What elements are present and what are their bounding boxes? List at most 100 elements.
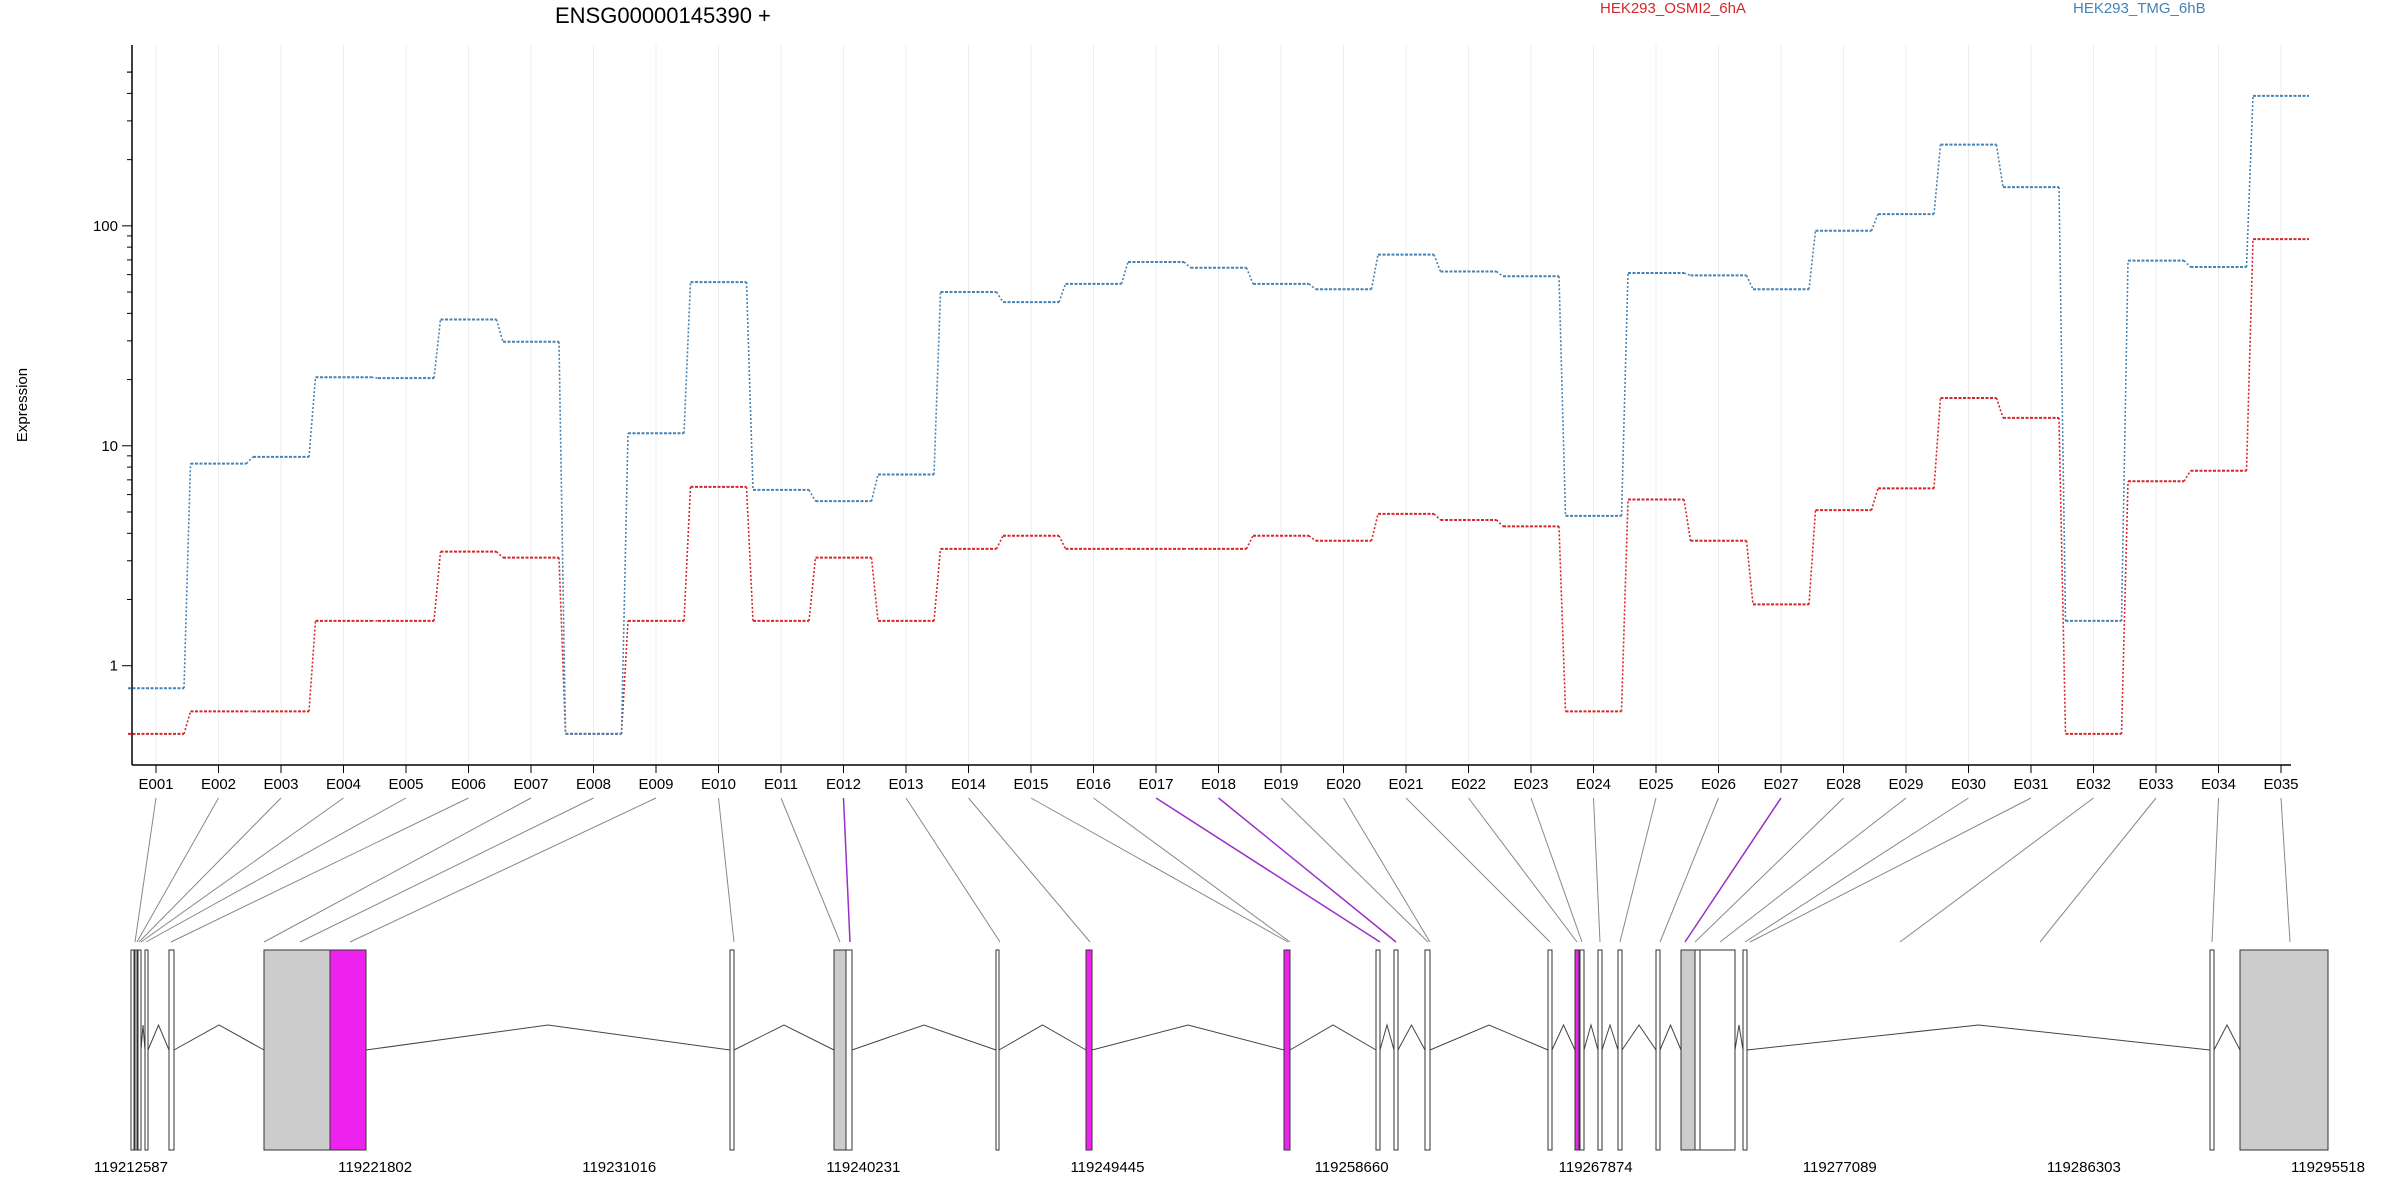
exon-connector-E029 bbox=[1719, 797, 1907, 943]
intron-line bbox=[140, 1024, 146, 1051]
intron-line bbox=[1289, 1024, 1377, 1051]
intron-line bbox=[733, 1024, 835, 1051]
coordinate-tick-label: 119277089 bbox=[1803, 1159, 1877, 1176]
x-tick-label-E011: E011 bbox=[764, 776, 798, 793]
x-tick-label-E028: E028 bbox=[1826, 776, 1861, 793]
exon-connector-E012 bbox=[842, 797, 851, 943]
y-tick-label: 100 bbox=[93, 218, 118, 235]
exon-block bbox=[1579, 949, 1585, 1151]
exon-block bbox=[329, 949, 367, 1151]
connector-segment bbox=[1683, 499, 1692, 541]
connector-segment bbox=[2245, 95, 2254, 268]
exon-connector-E026 bbox=[1659, 797, 1719, 943]
exon-connector-E013 bbox=[905, 797, 1001, 943]
exon-block bbox=[130, 949, 135, 1151]
connector-segment bbox=[558, 341, 567, 734]
connector-segment bbox=[371, 376, 379, 379]
exon-block bbox=[144, 949, 149, 1151]
connector-segment bbox=[1558, 276, 1567, 516]
x-tick-label-E010: E010 bbox=[701, 776, 736, 793]
exon-block bbox=[2209, 949, 2215, 1151]
intron-line bbox=[998, 1024, 1087, 1051]
coordinate-tick-label: 119221802 bbox=[338, 1159, 412, 1176]
legend-entry-series-1: HEK293_OSMI2_6hA bbox=[1600, 0, 1746, 17]
connector-segment bbox=[558, 557, 567, 734]
exon-connector-E019 bbox=[1280, 797, 1429, 943]
connector-segment bbox=[1433, 513, 1442, 521]
intron-line bbox=[2213, 1023, 2241, 1051]
connector-segment bbox=[808, 489, 817, 502]
coordinate-tick-label: 119240231 bbox=[826, 1159, 900, 1176]
intron-line bbox=[1429, 1024, 1549, 1051]
x-tick-label-E019: E019 bbox=[1263, 776, 1298, 793]
series-2 bbox=[128, 94, 2309, 735]
connector-segment bbox=[308, 620, 317, 712]
connector-segment bbox=[933, 548, 942, 621]
exon-connector-E021 bbox=[1405, 797, 1551, 943]
y-tick-label: 10 bbox=[101, 438, 118, 455]
connector-segment bbox=[433, 551, 442, 621]
connector-segment bbox=[1183, 261, 1192, 269]
exon-block bbox=[833, 949, 847, 1151]
exon-connector-E027 bbox=[1684, 797, 1782, 943]
x-tick-label-E003: E003 bbox=[263, 776, 298, 793]
x-tick-label-E006: E006 bbox=[451, 776, 486, 793]
x-tick-label-E008: E008 bbox=[576, 776, 611, 793]
connector-segment bbox=[1245, 535, 1254, 550]
exon-block bbox=[1283, 949, 1291, 1151]
intron-line bbox=[147, 1023, 170, 1051]
exon-connector-E006 bbox=[170, 797, 469, 943]
exon-block bbox=[1085, 949, 1093, 1151]
connector-segment bbox=[2183, 260, 2192, 268]
intron-line bbox=[1379, 1023, 1395, 1051]
coordinate-tick-label: 119258660 bbox=[1315, 1159, 1389, 1176]
connector-segment bbox=[495, 319, 504, 343]
exon-connector-E007 bbox=[263, 797, 532, 943]
exon-connector-E011 bbox=[780, 797, 841, 943]
exon-connector-E002 bbox=[136, 797, 219, 943]
connector-segment bbox=[933, 292, 942, 475]
connector-segment bbox=[308, 377, 317, 457]
connector-segment bbox=[870, 474, 879, 502]
x-tick-label-E001: E001 bbox=[138, 776, 173, 793]
intron-line bbox=[1091, 1024, 1285, 1051]
exon-connector-E016 bbox=[1093, 797, 1291, 943]
exon-block bbox=[1375, 949, 1381, 1151]
connector-segment bbox=[2058, 187, 2067, 621]
x-tick-label-E032: E032 bbox=[2076, 776, 2111, 793]
connector-segment bbox=[1308, 283, 1317, 290]
connector-segment bbox=[1995, 397, 2004, 419]
connector-segment bbox=[1808, 510, 1817, 605]
x-tick-label-E015: E015 bbox=[1013, 776, 1048, 793]
x-tick-label-E024: E024 bbox=[1576, 776, 1611, 793]
x-tick-label-E030: E030 bbox=[1951, 776, 1986, 793]
connector-segment bbox=[1058, 535, 1067, 550]
legend-entry-series-2: HEK293_TMG_6hB bbox=[2073, 0, 2206, 17]
exon-connector-E020 bbox=[1343, 797, 1431, 943]
x-tick-label-E020: E020 bbox=[1326, 776, 1361, 793]
connector-segment bbox=[1745, 540, 1754, 605]
connector-segment bbox=[1683, 272, 1691, 277]
coordinate-tick-label: 119295518 bbox=[2291, 1159, 2365, 1176]
connector-segment bbox=[245, 456, 254, 465]
connector-segment bbox=[1433, 254, 1442, 272]
connector-segment bbox=[1995, 144, 2004, 188]
y-tick-label: 1 bbox=[110, 658, 118, 675]
connector-segment bbox=[1745, 275, 1754, 290]
connector-segment bbox=[1620, 273, 1629, 516]
connector-segment bbox=[1620, 499, 1629, 712]
exon-block bbox=[1742, 949, 1748, 1151]
x-tick-label-E013: E013 bbox=[888, 776, 923, 793]
exon-block bbox=[1424, 949, 1431, 1151]
connector-segment bbox=[1495, 519, 1504, 527]
exon-block bbox=[1574, 949, 1580, 1151]
exon-block bbox=[995, 949, 1000, 1151]
intron-line bbox=[1601, 1023, 1619, 1051]
connector-segment bbox=[995, 291, 1004, 303]
exon-connector-E018 bbox=[1218, 797, 1397, 943]
connector-segment bbox=[1496, 270, 1504, 277]
exon-block bbox=[1393, 949, 1399, 1151]
connector-segment bbox=[1870, 488, 1879, 511]
exon-block bbox=[729, 949, 735, 1151]
connector-segment bbox=[745, 282, 754, 490]
